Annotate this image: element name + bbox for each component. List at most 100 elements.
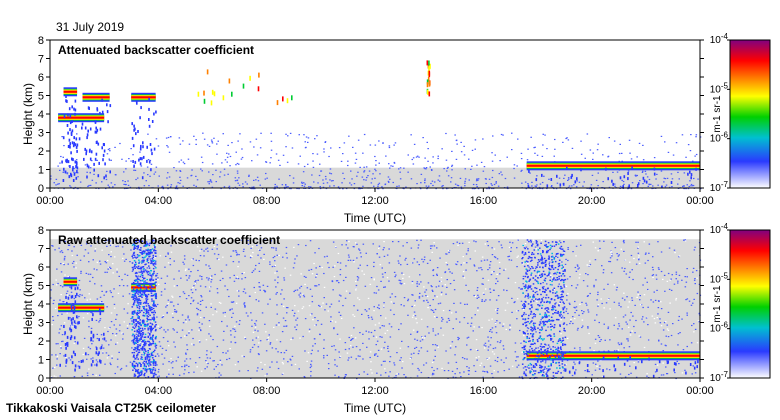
precip-pixel bbox=[143, 277, 146, 279]
noise-pixel bbox=[494, 154, 496, 156]
noise-pixel bbox=[658, 340, 660, 342]
precip-pixel bbox=[131, 311, 134, 313]
dropout-pixel bbox=[71, 295, 74, 299]
dropout-pixel bbox=[76, 341, 79, 345]
noise-pixel bbox=[384, 183, 387, 185]
noise-pixel bbox=[167, 302, 169, 305]
noise-pixel bbox=[642, 170, 644, 172]
noise-pixel bbox=[134, 169, 137, 171]
precip-pixel bbox=[148, 318, 150, 321]
noise-pixel bbox=[493, 271, 495, 273]
precip-pixel bbox=[557, 355, 560, 357]
noise-pixel bbox=[132, 154, 134, 156]
precip-pixel bbox=[141, 253, 143, 255]
noise-pixel bbox=[64, 274, 66, 276]
noise-pixel bbox=[381, 273, 384, 275]
noise-pixel bbox=[206, 366, 208, 368]
noise-pixel bbox=[107, 354, 110, 356]
noise-pixel bbox=[666, 280, 669, 282]
noise-pixel bbox=[487, 279, 490, 281]
dropout-pixel bbox=[102, 158, 104, 162]
noise-pixel bbox=[637, 246, 639, 248]
precip-pixel bbox=[143, 289, 145, 291]
noise-pixel bbox=[508, 259, 510, 261]
noise-pixel bbox=[425, 362, 428, 364]
noise-pixel bbox=[377, 183, 380, 186]
precip-pixel bbox=[146, 319, 149, 321]
noise-pixel bbox=[473, 265, 476, 267]
precip-pixel bbox=[147, 254, 149, 256]
noise-pixel bbox=[135, 333, 138, 335]
precip-pixel bbox=[527, 293, 529, 295]
noise-pixel bbox=[282, 317, 285, 319]
precip-pixel bbox=[149, 325, 151, 328]
noise-pixel bbox=[603, 307, 605, 309]
dropout-pixel bbox=[74, 287, 77, 291]
noise-pixel bbox=[431, 374, 434, 376]
noise-pixel bbox=[559, 186, 561, 188]
noise-pixel bbox=[347, 254, 350, 256]
noise-pixel bbox=[418, 264, 420, 266]
precip-pixel bbox=[138, 255, 140, 257]
noise-pixel bbox=[160, 326, 163, 328]
noise-pixel bbox=[192, 300, 194, 302]
noise-pixel bbox=[463, 277, 466, 279]
precip-pixel bbox=[138, 262, 140, 264]
noise-pixel bbox=[69, 317, 71, 319]
precip-pixel bbox=[543, 375, 545, 377]
dropout-pixel bbox=[629, 356, 631, 360]
noise-pixel bbox=[593, 188, 595, 190]
noise-pixel bbox=[182, 140, 184, 142]
noise-pixel bbox=[576, 284, 579, 286]
noise-pixel bbox=[353, 327, 355, 329]
noise-pixel bbox=[638, 262, 641, 264]
precip-pixel bbox=[131, 352, 134, 354]
precip-pixel bbox=[136, 353, 139, 355]
precip-pixel bbox=[539, 247, 541, 249]
noise-pixel bbox=[426, 262, 429, 264]
noise-pixel bbox=[431, 245, 433, 247]
precip-pixel bbox=[132, 333, 134, 335]
precip-pixel bbox=[546, 350, 548, 353]
noise-pixel bbox=[60, 345, 62, 347]
noise-pixel bbox=[442, 185, 444, 187]
noise-pixel bbox=[369, 283, 372, 285]
noise-pixel bbox=[486, 358, 489, 360]
noise-pixel bbox=[421, 336, 424, 338]
noise-pixel bbox=[138, 186, 140, 188]
noise-pixel bbox=[227, 350, 229, 352]
noise-pixel bbox=[274, 279, 276, 281]
noise-pixel bbox=[195, 139, 197, 141]
noise-pixel bbox=[500, 171, 502, 173]
noise-pixel bbox=[67, 263, 69, 265]
precip-pixel bbox=[132, 293, 135, 296]
noise-pixel bbox=[218, 376, 220, 378]
dropout-pixel bbox=[148, 118, 150, 121]
precip-pixel bbox=[150, 250, 152, 252]
noise-pixel bbox=[220, 374, 222, 376]
noise-pixel bbox=[478, 296, 480, 298]
noise-pixel bbox=[685, 299, 687, 301]
noise-pixel bbox=[133, 262, 136, 264]
precip-pixel bbox=[134, 267, 136, 269]
noise-pixel bbox=[108, 159, 111, 161]
noise-pixel bbox=[237, 182, 239, 184]
dropout-pixel bbox=[572, 366, 574, 370]
dropout-pixel bbox=[83, 157, 85, 161]
precip-pixel bbox=[564, 364, 566, 366]
noise-pixel bbox=[113, 288, 115, 290]
precip-pixel bbox=[150, 261, 153, 263]
precip-pixel bbox=[153, 304, 156, 306]
noise-pixel bbox=[251, 186, 253, 188]
dropout-pixel bbox=[153, 112, 155, 116]
dropout-pixel bbox=[86, 136, 88, 140]
noise-pixel bbox=[494, 326, 497, 328]
noise-pixel bbox=[214, 308, 217, 310]
noise-pixel bbox=[137, 292, 139, 294]
noise-pixel bbox=[380, 280, 382, 282]
precip-pixel bbox=[544, 261, 547, 263]
noise-pixel bbox=[435, 188, 437, 190]
noise-pixel bbox=[506, 289, 508, 292]
precip-pixel bbox=[521, 288, 523, 290]
noise-pixel bbox=[338, 300, 340, 302]
